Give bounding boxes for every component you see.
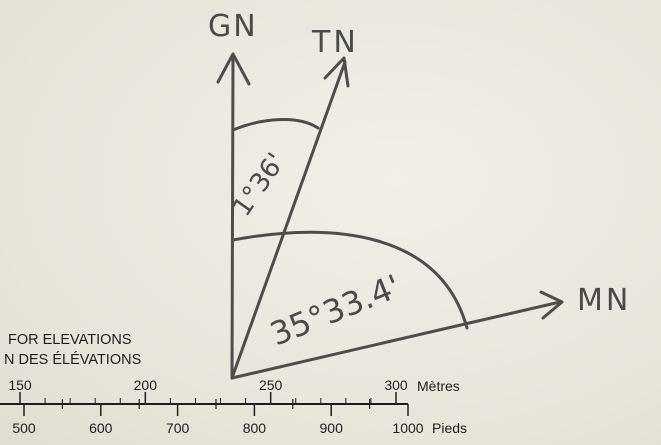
grid-north-arrowhead (216, 52, 251, 86)
magnetic-north-label: MN (577, 283, 631, 318)
angle-arc-gn-mn (231, 230, 469, 330)
true-north-arrowhead (323, 56, 350, 88)
grid-north-label: GN (208, 9, 258, 44)
angle-label-gn-mn: 35°33.4' (265, 267, 406, 353)
pieds-unit-label: Pieds (432, 420, 467, 436)
legend-line-1: FOR ELEVATIONS (8, 332, 132, 348)
angle-label-gn-tn: 1°36' (227, 148, 292, 222)
magnetic-north-line (230, 300, 562, 380)
pieds-tick-label: 500 (12, 420, 36, 436)
pieds-tick-label: 900 (320, 420, 344, 436)
metres-tick-label: 200 (134, 377, 158, 393)
pieds-ticks: 500 600 700 800 900 1000 (12, 404, 424, 436)
pieds-tick-label: 600 (89, 420, 113, 436)
metres-tick-label: 150 (8, 377, 32, 393)
magnetic-north-arrowhead (539, 290, 564, 320)
metres-unit-label: Mètres (417, 378, 460, 394)
true-north-line (230, 60, 347, 380)
legend-line-2: N DES ÉLÉVATIONS (4, 351, 141, 368)
pieds-tick-label: 800 (243, 420, 267, 436)
pieds-tick-label: 700 (166, 420, 190, 436)
scale-bar: 150 200 250 300 500 600 700 800 900 1000 Mètres … (0, 377, 467, 436)
metres-ticks: 150 200 250 300 (8, 377, 408, 404)
true-north-label: TN (311, 25, 359, 60)
metres-tick-label: 250 (259, 377, 283, 393)
pieds-tick-label: 1000 (392, 420, 423, 436)
grid-north-line (230, 56, 235, 380)
metres-tick-label: 300 (384, 377, 408, 393)
angle-arc-gn-tn (231, 118, 320, 132)
scale-minor-ticks (44, 398, 372, 409)
